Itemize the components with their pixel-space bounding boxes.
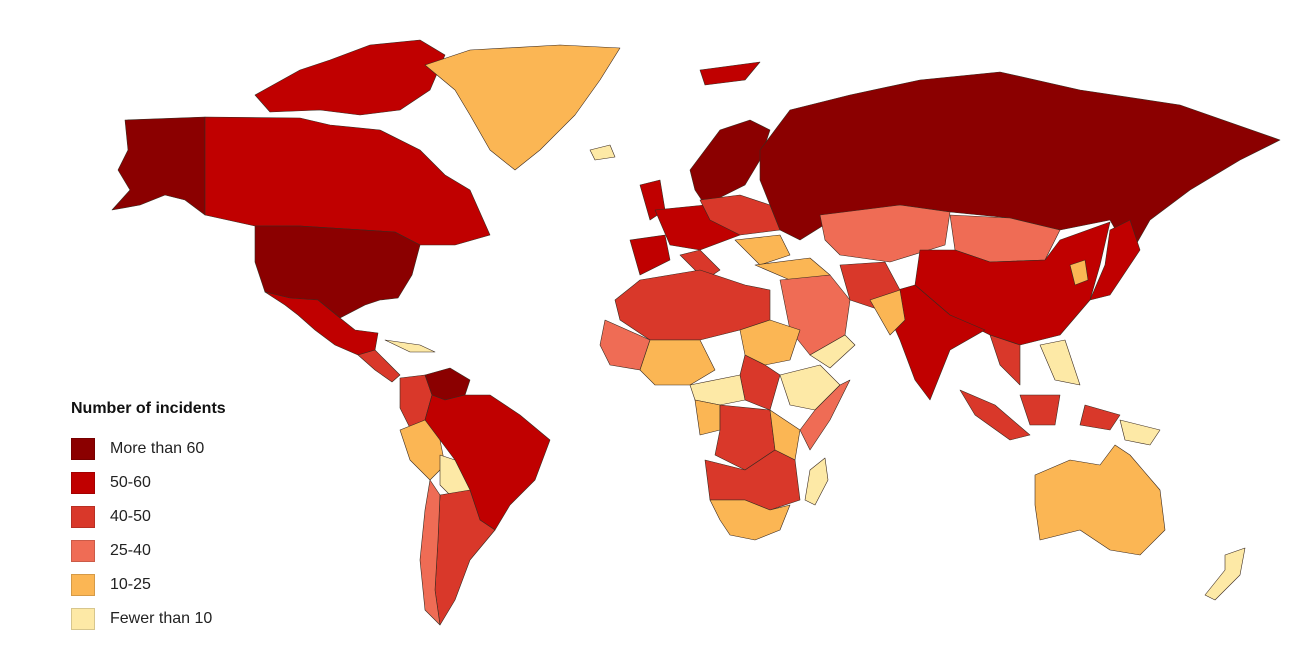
region-shape [734, 234, 791, 266]
region-shape [689, 119, 771, 206]
region-shape [959, 389, 1031, 441]
region-shape [819, 204, 951, 263]
region-shape [419, 479, 441, 626]
region-shape [254, 39, 446, 116]
region-shape [879, 284, 986, 401]
region-shape [384, 339, 436, 353]
legend-label: More than 60 [110, 440, 205, 457]
region-shape [1119, 419, 1161, 446]
region-shape [1079, 404, 1121, 431]
legend-swatch [71, 574, 95, 596]
region-shape [254, 225, 421, 319]
legend-swatch [71, 438, 95, 460]
region-shape [424, 44, 621, 171]
region-shape [1019, 394, 1061, 426]
region-shape [639, 339, 716, 386]
region-shape [1089, 219, 1141, 301]
region-shape [599, 319, 651, 371]
legend-item: 40-50 [71, 500, 226, 534]
legend-title: Number of incidents [71, 400, 226, 417]
region-shape [709, 499, 791, 541]
region-shape [1034, 444, 1166, 556]
legend-label: Fewer than 10 [110, 610, 213, 627]
region-shape [804, 457, 829, 506]
region-shape [869, 289, 906, 336]
region-shape [989, 334, 1021, 386]
legend: Number of incidents More than 60 50-60 40-… [71, 400, 226, 636]
legend-item: 10-25 [71, 568, 226, 602]
region-shape [589, 144, 616, 161]
legend-label: 25-40 [110, 542, 151, 559]
region-shape [809, 334, 856, 369]
legend-item: 25-40 [71, 534, 226, 568]
legend-item: Fewer than 10 [71, 602, 226, 636]
legend-swatch [71, 540, 95, 562]
legend-swatch [71, 506, 95, 528]
legend-swatch [71, 608, 95, 630]
region-shape [689, 374, 746, 406]
region-shape [424, 394, 551, 531]
region-shape [204, 116, 491, 246]
region-shape [699, 61, 761, 86]
region-shape [1204, 547, 1246, 601]
region-shape [629, 234, 671, 276]
region-shape [357, 349, 401, 383]
legend-label: 10-25 [110, 576, 151, 593]
region-shape [1069, 259, 1089, 286]
region-shape [694, 399, 721, 436]
legend-item: 50-60 [71, 466, 226, 500]
legend-item: More than 60 [71, 432, 226, 466]
legend-label: 40-50 [110, 508, 151, 525]
region-shape [111, 116, 206, 216]
legend-label: 50-60 [110, 474, 151, 491]
region-shape [1039, 339, 1081, 386]
legend-swatch [71, 472, 95, 494]
